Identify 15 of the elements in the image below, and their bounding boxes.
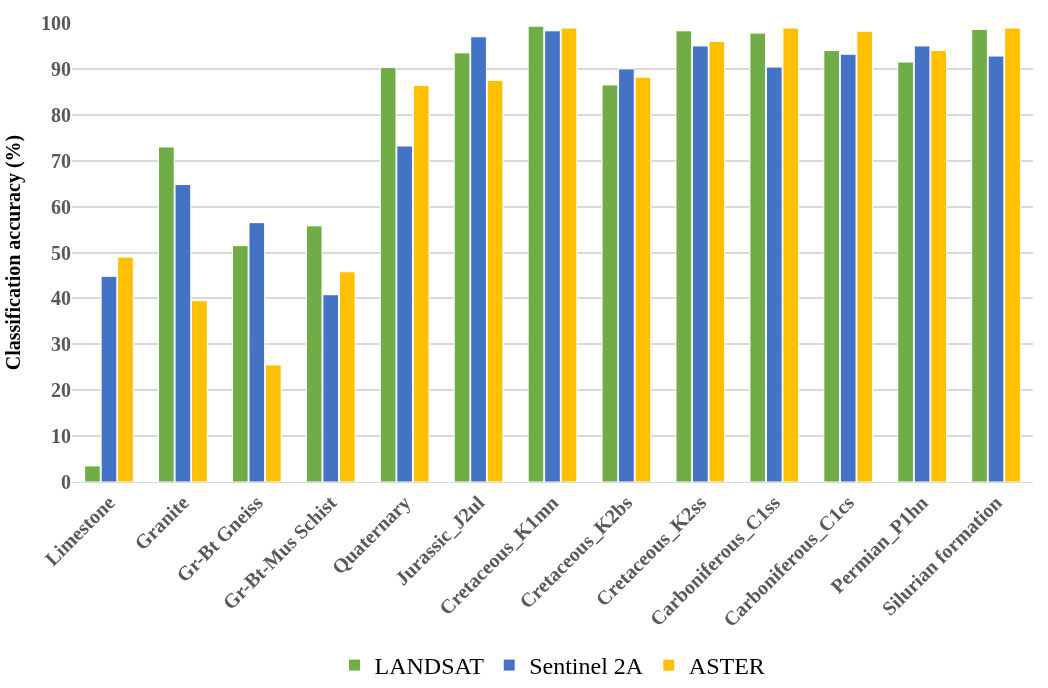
legend-label: LANDSAT <box>374 653 485 680</box>
y-tick-label: 10 <box>51 425 71 448</box>
legend-label: ASTER <box>688 653 765 680</box>
y-tick-label: 40 <box>51 287 71 310</box>
y-tick-label: 20 <box>51 379 71 402</box>
y-tick-label: 90 <box>51 57 71 80</box>
y-axis-title: Classification accuracy (%) <box>1 134 25 371</box>
y-tick-label: 60 <box>51 195 71 218</box>
y-tick-label: 80 <box>51 103 71 126</box>
legend-label: Sentinel 2A <box>529 653 644 680</box>
y-tick-label: 0 <box>61 471 71 493</box>
y-tick-label: 100 <box>41 12 71 34</box>
y-tick-label: 70 <box>51 149 71 172</box>
y-tick-label: 50 <box>51 241 71 264</box>
y-tick-label: 30 <box>51 333 71 356</box>
